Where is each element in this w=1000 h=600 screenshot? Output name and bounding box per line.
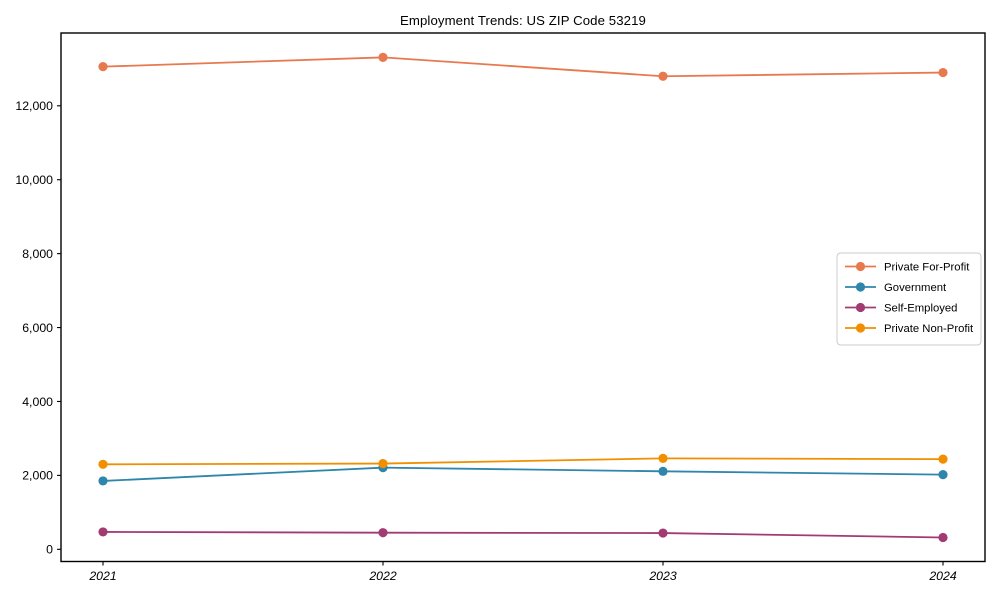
legend-item-government: Government bbox=[845, 282, 947, 294]
data-point-private-for-profit-2024 bbox=[938, 67, 948, 78]
y-tick-label: 10,000 bbox=[15, 173, 53, 187]
data-point-government-2024 bbox=[938, 470, 948, 480]
data-point-private-for-profit-2023 bbox=[658, 71, 668, 81]
series-line-private-for-profit bbox=[102, 56, 944, 78]
legend-label: Private For-Profit bbox=[884, 262, 970, 274]
y-tick-label: 12,000 bbox=[15, 99, 53, 113]
data-point-private-non-profit-2021 bbox=[98, 459, 108, 469]
data-point-private-non-profit-2023 bbox=[658, 453, 668, 463]
data-point-private-non-profit-2022 bbox=[378, 458, 388, 469]
data-point-self-employed-2021 bbox=[98, 527, 108, 537]
legend-item-self-employed: Self-Employed bbox=[845, 303, 957, 315]
axes-spines bbox=[60, 32, 986, 563]
data-point-government-2023 bbox=[658, 466, 668, 476]
series-line-government bbox=[102, 466, 944, 482]
data-point-government-2021 bbox=[98, 476, 108, 486]
chart-title: Employment Trends: US ZIP Code 53219 bbox=[400, 13, 646, 28]
legend-item-private-for-profit: Private For-Profit bbox=[845, 262, 970, 274]
legend-marker-swatch bbox=[855, 323, 866, 333]
data-point-private-non-profit-2024 bbox=[938, 454, 948, 464]
legend: Private For-Profit Government Self-Employe… bbox=[836, 252, 982, 346]
y-tick-label: 4,000 bbox=[22, 395, 53, 409]
y-tick-label: 8,000 bbox=[22, 247, 53, 261]
legend-marker-swatch bbox=[855, 302, 866, 313]
data-point-self-employed-2023 bbox=[658, 528, 668, 538]
legend-label: Self-Employed bbox=[884, 303, 957, 315]
y-tick-label: 2,000 bbox=[22, 469, 53, 483]
data-point-self-employed-2024 bbox=[938, 532, 948, 543]
legend-label: Private Non-Profit bbox=[884, 323, 974, 335]
legend-marker-swatch bbox=[855, 282, 866, 292]
y-tick-label: 0 bbox=[46, 543, 53, 557]
data-point-self-employed-2022 bbox=[378, 528, 388, 538]
x-tick-label: 2024 bbox=[928, 569, 957, 583]
legend-box bbox=[836, 252, 982, 346]
legend-item-private-non-profit: Private Non-Profit bbox=[845, 323, 974, 335]
y-tick-label: 6,000 bbox=[22, 321, 53, 335]
x-tick-label: 2023 bbox=[648, 569, 677, 583]
x-tick-label: 2022 bbox=[368, 569, 397, 583]
x-tick-label: 2021 bbox=[88, 569, 116, 583]
legend-marker-swatch bbox=[855, 261, 866, 272]
data-point-private-for-profit-2021 bbox=[98, 62, 108, 72]
legend-label: Government bbox=[884, 282, 947, 294]
series-line-self-employed bbox=[102, 531, 944, 539]
data-point-private-for-profit-2022 bbox=[378, 52, 388, 62]
series-line-private-non-profit bbox=[102, 457, 944, 466]
